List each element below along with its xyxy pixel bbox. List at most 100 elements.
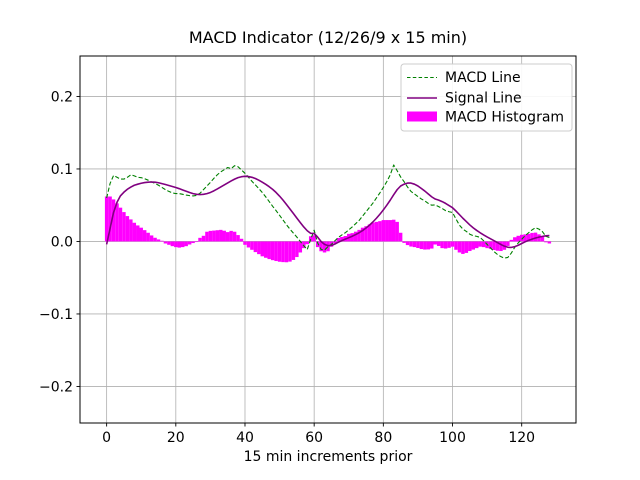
histogram-bar — [257, 241, 261, 255]
histogram-bar — [447, 241, 451, 248]
legend-label: MACD Histogram — [445, 110, 564, 126]
histogram-bar — [513, 237, 517, 242]
histogram-bar — [374, 221, 379, 242]
histogram-bar — [423, 241, 427, 250]
histogram-bar — [385, 220, 389, 242]
histogram-bar — [478, 241, 482, 247]
histogram-bar — [336, 237, 341, 242]
histogram-bar — [430, 241, 434, 249]
histogram-bar — [440, 241, 444, 249]
histogram-bar — [295, 241, 299, 258]
histogram-bar — [177, 241, 181, 248]
histogram-bar — [222, 230, 226, 242]
chart-title: MACD Indicator (12/26/9 x 15 min) — [189, 28, 467, 47]
histogram-bar — [270, 241, 275, 261]
histogram-bar — [243, 241, 247, 245]
x-tick-label: 0 — [102, 430, 111, 446]
histogram-bar — [426, 241, 431, 250]
histogram-bar — [371, 222, 375, 242]
histogram-bar — [388, 220, 392, 242]
histogram-bar — [492, 241, 496, 251]
histogram-bar — [163, 241, 168, 244]
y-tick-label: −0.2 — [39, 379, 73, 395]
y-tick-label: 0.0 — [51, 234, 73, 250]
legend-label: MACD Line — [445, 70, 521, 86]
histogram-bar — [191, 241, 195, 244]
histogram-bar — [170, 241, 175, 247]
histogram-bar — [219, 229, 223, 242]
histogram-bar — [471, 241, 476, 250]
histogram-bar — [122, 212, 126, 242]
histogram-bar — [378, 221, 382, 242]
histogram-bar — [308, 236, 313, 242]
histogram-bar — [544, 241, 548, 243]
histogram-bar — [381, 220, 386, 242]
histogram-bar — [156, 239, 161, 242]
histogram-bar — [146, 232, 150, 242]
histogram-bar — [547, 241, 552, 244]
histogram-bar — [481, 241, 486, 248]
histogram-bar — [198, 237, 202, 242]
histogram-bar — [115, 203, 119, 242]
histogram-bar — [274, 241, 278, 262]
histogram-bar — [433, 241, 437, 245]
histogram-bar — [253, 241, 258, 253]
histogram-bar — [398, 232, 403, 242]
histogram-bar — [267, 241, 271, 260]
histogram-bar — [291, 241, 296, 260]
histogram-bar — [333, 241, 337, 244]
histogram-bar — [118, 207, 123, 242]
histogram-bar — [350, 233, 354, 242]
macd-line-path — [106, 164, 550, 259]
histogram-bar — [225, 232, 230, 242]
histogram-bar — [461, 241, 465, 254]
histogram-bar — [402, 241, 406, 243]
histogram-bar — [153, 237, 157, 242]
histogram-bar — [409, 241, 413, 247]
histogram-bar — [129, 219, 133, 242]
histogram-bar — [405, 241, 410, 246]
histogram-bar — [540, 236, 545, 242]
histogram-bar — [488, 241, 493, 249]
histogram-bar — [184, 241, 188, 247]
histogram-bar — [436, 241, 441, 246]
histogram-bar — [201, 235, 206, 242]
histogram-bar — [187, 241, 192, 245]
histogram-bar — [312, 235, 316, 242]
histogram-bar — [246, 241, 251, 248]
histogram-bar — [239, 238, 244, 242]
ticks — [76, 96, 523, 427]
histogram-bar — [180, 241, 185, 248]
histogram-bar — [298, 241, 303, 253]
histogram-bar — [108, 196, 112, 242]
x-tick-label: 60 — [305, 430, 323, 446]
x-tick-label: 40 — [236, 430, 254, 446]
histogram-bar — [416, 241, 420, 248]
histogram-bar — [104, 196, 109, 242]
histogram-bar — [364, 226, 368, 242]
histogram-bar — [357, 229, 361, 242]
histogram-bar — [475, 241, 479, 249]
x-tick-label: 100 — [439, 430, 466, 446]
histogram-bar — [212, 230, 216, 242]
histogram-bar — [136, 225, 140, 242]
histogram-bar — [250, 241, 254, 250]
histogram-bar — [533, 232, 538, 242]
histogram-bar — [288, 241, 292, 262]
histogram-bar — [468, 241, 472, 252]
histogram-bar — [509, 239, 514, 242]
histogram-bar — [464, 241, 469, 253]
histogram-bar — [443, 241, 448, 249]
histogram-bar — [232, 231, 237, 242]
histogram-bar — [208, 230, 213, 242]
histogram-bar — [111, 199, 116, 242]
histogram-bar — [305, 241, 309, 245]
legend: MACD Line Signal Line MACD Histogram — [400, 63, 573, 132]
histogram-bar — [149, 235, 154, 242]
histogram-bar — [506, 241, 510, 246]
x-tick-label: 120 — [508, 430, 535, 446]
histogram-bar — [495, 241, 500, 251]
x-tick-label: 20 — [167, 430, 185, 446]
histogram-bar — [174, 241, 178, 248]
